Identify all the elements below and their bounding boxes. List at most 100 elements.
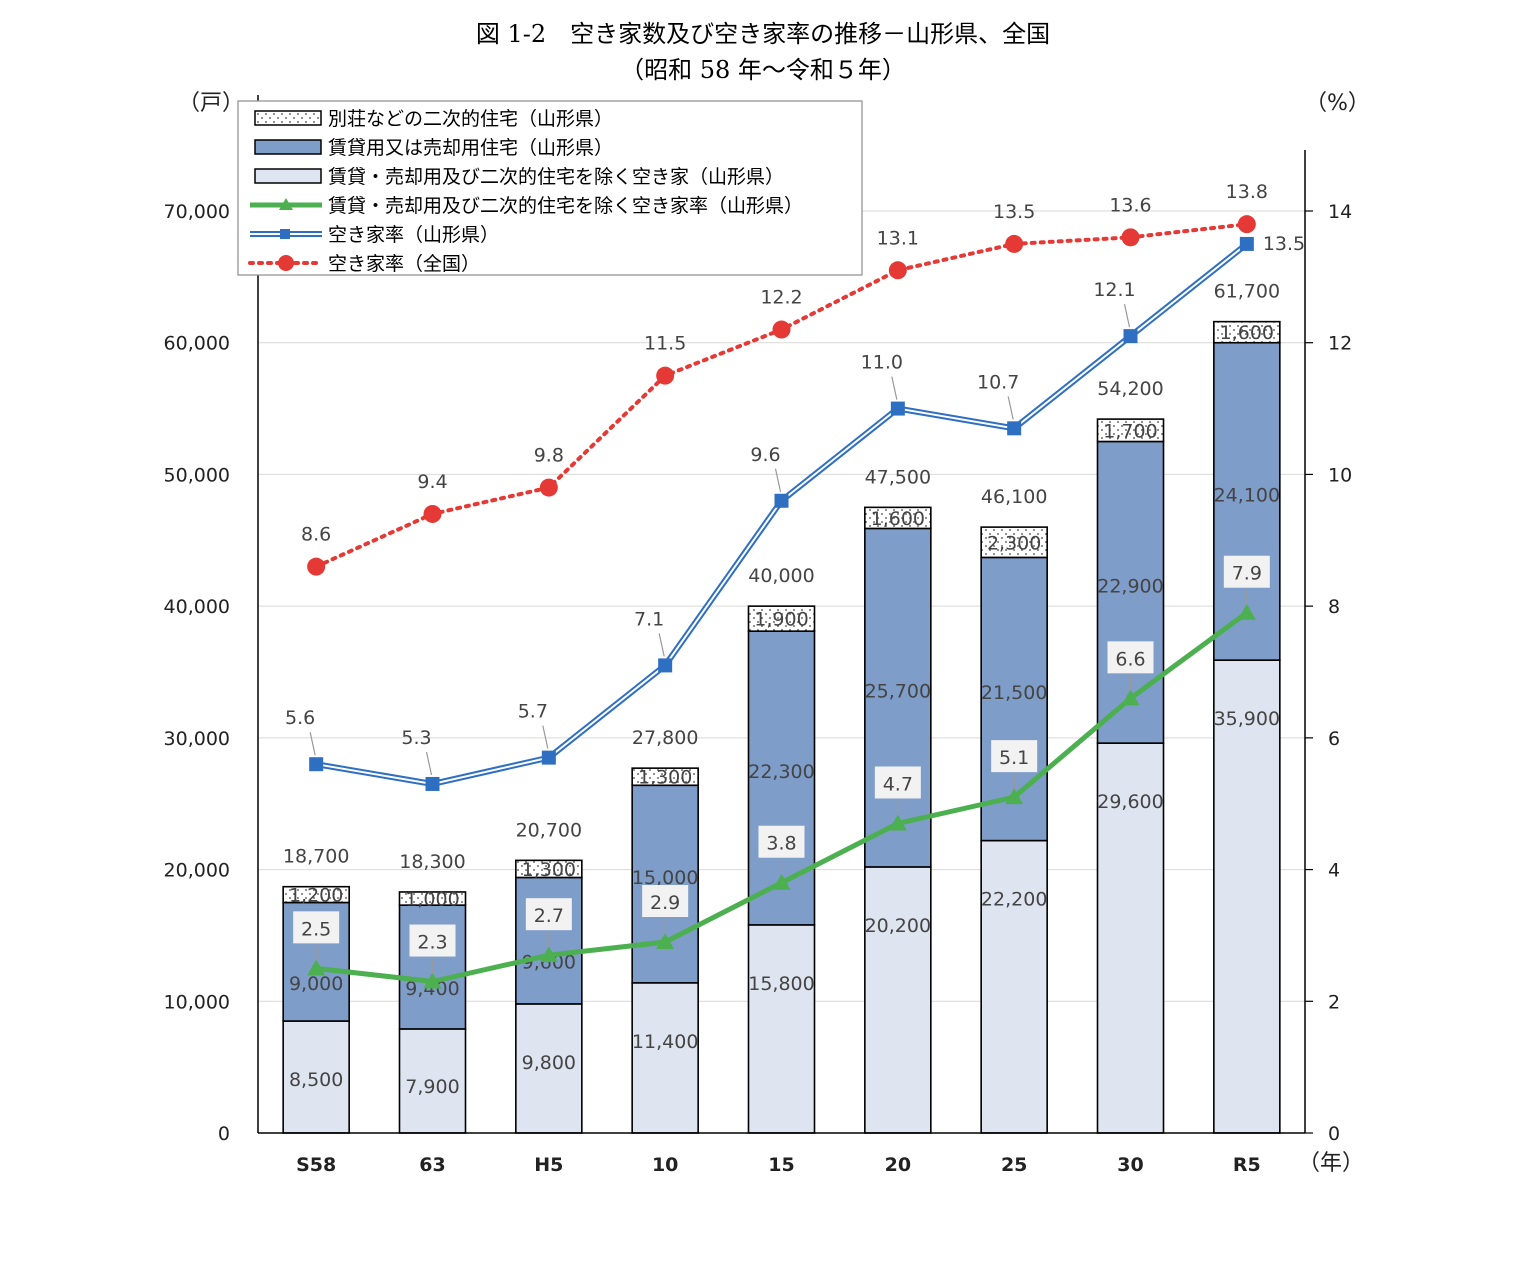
x-tick-label: 25 bbox=[1001, 1154, 1027, 1176]
label-yamagata-rate: 5.3 bbox=[401, 727, 431, 749]
point-yamagata-rate bbox=[309, 757, 324, 772]
label-national-rate: 9.8 bbox=[534, 445, 564, 467]
point-other-vacant-rate bbox=[1005, 788, 1024, 805]
bar-segment-secondary bbox=[864, 506, 932, 530]
label-national-rate: 13.6 bbox=[1109, 194, 1151, 216]
label-other-vacant-rate: 6.6 bbox=[1115, 648, 1145, 670]
label-national-rate: 11.5 bbox=[644, 333, 686, 355]
point-yamagata-rate bbox=[1239, 236, 1254, 251]
x-unit: （年） bbox=[1298, 1151, 1364, 1176]
leader-line bbox=[425, 751, 433, 776]
legend-label: 別荘などの二次的住宅（山形県） bbox=[328, 108, 613, 130]
point-other-vacant-rate bbox=[423, 972, 442, 989]
legend-item-other-vacant-rate: 賃貸・売却用及び二次的住宅を除く空き家率（山形県） bbox=[250, 195, 803, 217]
y-left-tick-label: 0 bbox=[218, 1123, 230, 1145]
label-yamagata-rate: 10.7 bbox=[977, 371, 1019, 393]
point-other-vacant-rate bbox=[539, 946, 558, 963]
bar-segment-secondary bbox=[747, 605, 816, 632]
bar-value-label: 1,300 bbox=[638, 767, 692, 789]
point-other-vacant-rate bbox=[656, 933, 675, 950]
legend-marker bbox=[279, 198, 293, 210]
bar-value-label: 15,800 bbox=[748, 973, 814, 995]
x-tick-label: 63 bbox=[419, 1154, 445, 1176]
label-yamagata-rate: 9.6 bbox=[750, 444, 780, 466]
label-other-vacant-rate: 5.1 bbox=[999, 747, 1029, 769]
bar-segment-other-vacant bbox=[1213, 659, 1281, 1134]
point-national-rate bbox=[772, 320, 791, 339]
point-yamagata-rate bbox=[890, 401, 905, 416]
label-national-rate: 13.1 bbox=[877, 227, 919, 249]
leader-line bbox=[1007, 396, 1014, 420]
x-tick-label: 15 bbox=[768, 1154, 794, 1176]
bar-segment-other-vacant bbox=[747, 924, 816, 1134]
y-left-tick-label: 30,000 bbox=[164, 728, 230, 750]
y-left-unit: （戸） bbox=[178, 91, 244, 116]
y-right-tick-label: 2 bbox=[1328, 991, 1340, 1013]
legend-item-national-rate: 空き家率（全国） bbox=[248, 253, 480, 275]
bar-segment-other-vacant bbox=[864, 866, 932, 1134]
leader-line bbox=[658, 633, 665, 657]
legend-item-yamagata-rate: 空き家率（山形県） bbox=[250, 224, 499, 246]
legend-swatch bbox=[254, 168, 322, 184]
bar-segment-other-vacant bbox=[515, 1003, 583, 1134]
chart-title: 図 1-2 空き家数及び空き家率の推移－山形県、全国 bbox=[475, 20, 1051, 48]
label-box bbox=[409, 924, 456, 957]
legend-label: 賃貸・売却用及び二次的住宅を除く空き家（山形県） bbox=[328, 166, 784, 188]
point-yamagata-rate bbox=[425, 776, 440, 791]
bar-total-label: 40,000 bbox=[748, 565, 814, 587]
bar-value-label: 9,800 bbox=[522, 1052, 576, 1074]
point-yamagata-rate bbox=[774, 493, 789, 508]
leader-line bbox=[891, 376, 898, 400]
point-national-rate bbox=[423, 504, 442, 523]
point-national-rate bbox=[656, 366, 675, 385]
legend-item-rental-sale: 賃貸用又は売却用住宅（山形県） bbox=[254, 137, 613, 159]
point-national-rate bbox=[539, 478, 558, 497]
bar-segment-secondary bbox=[1096, 418, 1165, 443]
bar-value-label: 22,200 bbox=[981, 889, 1047, 911]
bar-value-label: 9,000 bbox=[289, 973, 343, 995]
bar-segment-secondary bbox=[398, 891, 467, 906]
point-yamagata-rate bbox=[1123, 329, 1138, 344]
point-other-vacant-rate bbox=[1121, 689, 1140, 706]
point-national-rate bbox=[307, 557, 326, 576]
y-right-tick-label: 0 bbox=[1328, 1123, 1340, 1145]
bar-total-label: 47,500 bbox=[865, 466, 931, 488]
legend-box bbox=[237, 100, 863, 276]
legend-label: 賃貸用又は売却用住宅（山形県） bbox=[328, 137, 613, 159]
bar-value-label: 29,600 bbox=[1097, 791, 1163, 813]
label-other-vacant-rate: 7.9 bbox=[1232, 563, 1262, 585]
bar-segment-other-vacant bbox=[282, 1020, 350, 1134]
label-national-rate: 13.5 bbox=[993, 201, 1035, 223]
leader-line bbox=[309, 732, 316, 756]
y-left-tick-label: 70,000 bbox=[164, 201, 230, 223]
label-other-vacant-rate: 3.8 bbox=[766, 833, 796, 855]
y-right-tick-label: 8 bbox=[1328, 596, 1340, 618]
y-right-tick-label: 4 bbox=[1328, 860, 1340, 882]
label-box bbox=[991, 740, 1038, 773]
point-other-vacant-rate bbox=[307, 959, 326, 976]
label-yamagata-rate: 5.7 bbox=[518, 701, 548, 723]
bar-segment-secondary bbox=[1213, 320, 1281, 344]
bar-total-label: 46,100 bbox=[981, 486, 1047, 508]
bar-total-label: 20,700 bbox=[516, 819, 582, 841]
bar-total-label: 54,200 bbox=[1097, 378, 1163, 400]
label-box bbox=[525, 898, 572, 931]
bar-value-label: 22,300 bbox=[748, 761, 814, 783]
bar-value-label: 21,500 bbox=[981, 682, 1047, 704]
x-tick-label: S58 bbox=[296, 1154, 336, 1176]
bar-segment-other-vacant bbox=[980, 839, 1048, 1134]
y-right-tick-label: 14 bbox=[1328, 201, 1352, 223]
bar-segment-rental-sale bbox=[631, 784, 699, 984]
y-left-tick-label: 50,000 bbox=[164, 464, 230, 486]
point-national-rate bbox=[888, 261, 907, 280]
point-yamagata-rate bbox=[1007, 421, 1022, 436]
label-other-vacant-rate: 2.9 bbox=[650, 892, 680, 914]
x-tick-label: H5 bbox=[534, 1154, 563, 1176]
y-right-tick-label: 12 bbox=[1328, 333, 1352, 355]
label-other-vacant-rate: 4.7 bbox=[883, 773, 913, 795]
bar-segment-secondary bbox=[631, 767, 699, 787]
x-tick-label: 10 bbox=[652, 1154, 678, 1176]
bar-value-label: 11,400 bbox=[632, 1031, 698, 1053]
point-national-rate bbox=[1121, 228, 1140, 247]
x-tick-label: 30 bbox=[1117, 1154, 1143, 1176]
